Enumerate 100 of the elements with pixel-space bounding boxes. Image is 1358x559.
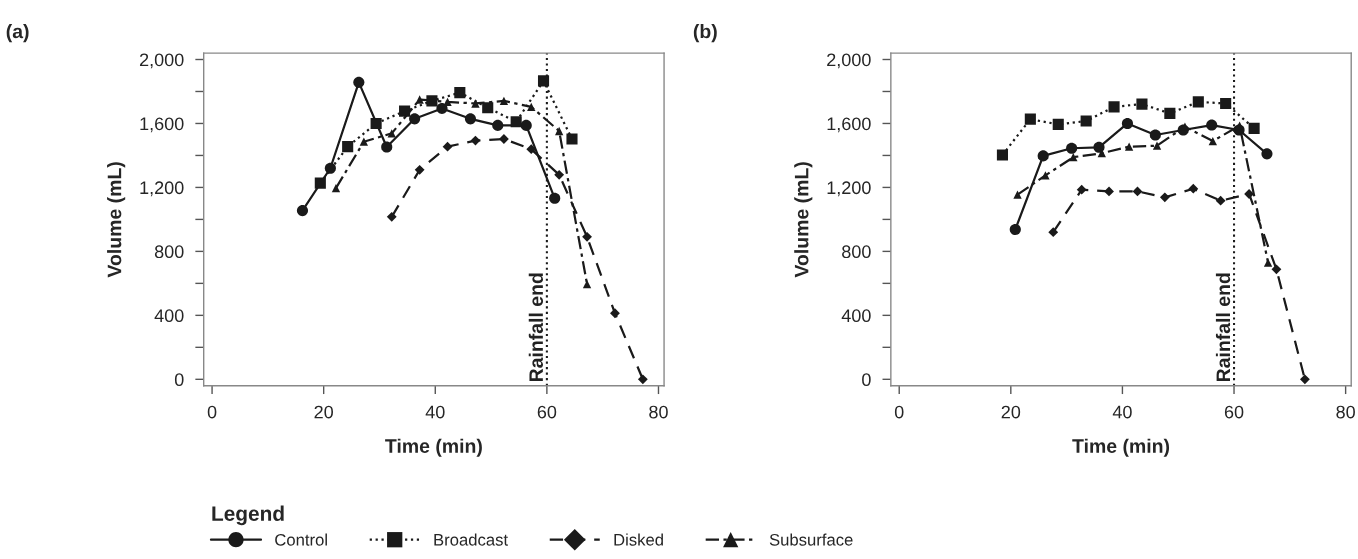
point: [1041, 171, 1050, 180]
point: [499, 96, 509, 106]
x-tick-label: 60: [537, 405, 557, 419]
point: [314, 177, 326, 189]
y-axis-title: Volume (mL): [794, 162, 813, 278]
y-tick-label: 1,200: [827, 181, 871, 197]
point: [370, 117, 382, 130]
point: [510, 116, 522, 128]
point: [482, 102, 494, 114]
point: [1048, 227, 1059, 238]
x-tick-label: 80: [1336, 405, 1355, 419]
y-tick-label: 2,000: [139, 53, 184, 69]
point: [387, 129, 396, 138]
point: [1220, 97, 1232, 110]
point: [637, 374, 648, 385]
point: [1192, 96, 1204, 108]
ref-line-label: Rainfall end: [1215, 273, 1231, 382]
point: [443, 97, 452, 107]
point: [1124, 142, 1134, 151]
text: (a): [6, 24, 29, 43]
point: [1132, 186, 1143, 197]
legend-label: Subsurface: [769, 533, 853, 546]
point: [442, 141, 453, 152]
point: [1121, 117, 1133, 130]
point: [1206, 119, 1218, 131]
x-tick-label: 20: [1001, 405, 1021, 419]
legend-title: Legend: [212, 505, 284, 526]
point: [331, 183, 341, 193]
point: [520, 119, 532, 131]
point: [1263, 258, 1273, 267]
y-tick-label: 400: [841, 309, 871, 323]
point: [996, 149, 1009, 161]
x-tick-label: 80: [649, 405, 668, 419]
y-tick-label: 1,200: [140, 181, 184, 197]
point: [470, 135, 481, 146]
y-tick-label: 800: [842, 245, 871, 259]
x-tick-label: 0: [894, 405, 904, 419]
point: [1299, 374, 1310, 385]
y-tick-label: 0: [174, 373, 184, 387]
x-tick-label: 40: [425, 405, 445, 419]
y-tick-label: 400: [154, 309, 184, 323]
point: [1188, 183, 1199, 194]
point: [1215, 195, 1226, 206]
point: [1164, 107, 1176, 119]
y-tick-label: 1,600: [827, 117, 871, 133]
x-axis-title: Time (min): [1072, 438, 1170, 457]
point: [1244, 189, 1254, 199]
point: [1037, 150, 1049, 162]
point: [414, 164, 425, 175]
point: [1066, 142, 1078, 154]
legend-label: Broadcast: [434, 533, 508, 546]
point: [464, 113, 476, 125]
point: [527, 102, 536, 111]
point: [492, 119, 504, 131]
point: [436, 102, 448, 114]
point: [610, 308, 620, 319]
legend-label: Disked: [614, 533, 663, 546]
point: [1076, 184, 1087, 195]
point: [1248, 122, 1260, 134]
y-tick-label: 800: [154, 245, 184, 259]
point: [554, 126, 564, 136]
point: [1159, 192, 1170, 203]
point: [582, 280, 592, 289]
point: [1136, 98, 1148, 110]
point: [537, 75, 550, 87]
legend-label: Control: [275, 533, 327, 546]
point: [566, 133, 578, 145]
point: [454, 87, 466, 99]
point: [324, 162, 336, 174]
point: [1024, 113, 1036, 125]
x-axis-title: Time (min): [385, 438, 482, 457]
point: [1013, 190, 1022, 199]
point: [1149, 129, 1161, 141]
point: [296, 205, 309, 217]
point: [1104, 186, 1114, 197]
point: [415, 95, 424, 104]
x-tick-label: 20: [314, 405, 334, 419]
point: [342, 141, 354, 153]
point: [359, 137, 369, 146]
point: [549, 192, 561, 204]
x-tick-label: 0: [207, 405, 217, 419]
point: [1009, 223, 1021, 236]
point: [582, 231, 592, 242]
point: [1261, 148, 1273, 160]
point: [1108, 101, 1120, 113]
point: [381, 141, 393, 153]
point: [1152, 141, 1162, 150]
y-axis-title: Volume (mL): [107, 162, 126, 278]
y-tick-label: 0: [862, 373, 871, 387]
point: [353, 76, 365, 88]
point: [1080, 115, 1092, 127]
y-tick-label: 2,000: [827, 53, 871, 69]
point: [1052, 118, 1064, 130]
point: [1208, 136, 1217, 146]
y-tick-label: 1,600: [140, 117, 184, 133]
text: (b): [693, 24, 717, 43]
x-tick-label: 60: [1224, 405, 1244, 419]
point: [386, 211, 397, 222]
point: [554, 169, 565, 180]
point: [1271, 264, 1282, 275]
